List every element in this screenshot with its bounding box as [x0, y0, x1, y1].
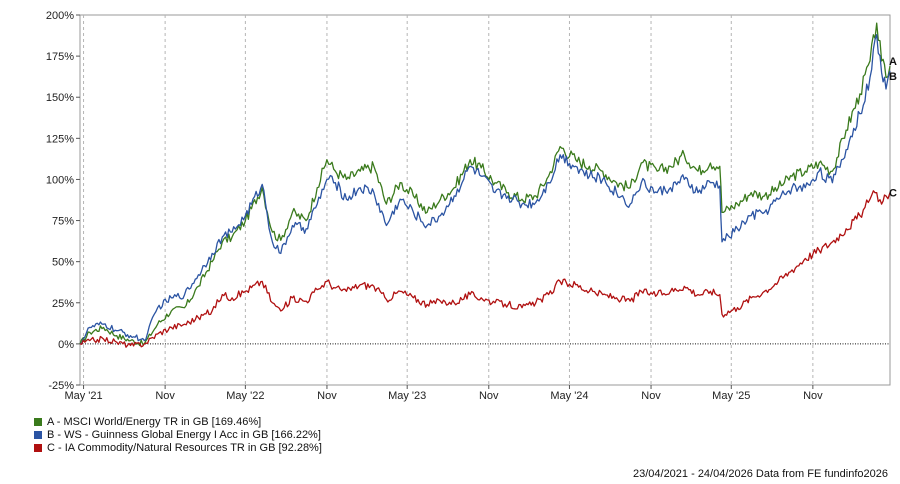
y-tick-label: 25% [52, 298, 74, 310]
legend-item-b[interactable]: B - WS - Guinness Global Energy I Acc in… [34, 428, 322, 441]
x-tick-label: Nov [803, 390, 823, 402]
legend-swatch-b [34, 430, 42, 439]
series-end-label-b: B [889, 71, 897, 83]
end-labels: AB C [889, 56, 897, 200]
series-lines [79, 22, 891, 348]
x-axis: May '21 Nov May '22 Nov May '23 Nov May '24 Nov… [64, 385, 823, 402]
y-axis: -25% 0% 25% 50% 75% 100% 125% 150% 175% 200% [46, 10, 80, 392]
y-tick-label: 75% [52, 216, 74, 228]
x-tick-label: Nov [155, 390, 175, 402]
y-tick-label: 200% [46, 10, 74, 22]
series-end-label-c: C [889, 188, 897, 200]
performance-chart: -25% 0% 25% 50% 75% 100% 125% 150% 175% 200% May … [46, 10, 897, 402]
y-tick-label: 50% [52, 257, 74, 269]
y-tick-label: -25% [48, 380, 74, 392]
x-tick-label: May '25 [712, 390, 750, 402]
x-tick-label: May '23 [388, 390, 426, 402]
legend-swatch-c [34, 443, 42, 452]
legend-label-c: C - IA Commodity/Natural Resources TR in… [47, 441, 322, 454]
legend-label-b: B - WS - Guinness Global Energy I Acc in… [47, 428, 321, 441]
series-end-label-a: A [889, 56, 897, 68]
y-tick-label: 150% [46, 92, 74, 104]
y-tick-label: 0% [58, 339, 74, 351]
x-tick-label: May '22 [226, 390, 264, 402]
x-tick-label: May '24 [550, 390, 588, 402]
series-line-a [79, 22, 891, 347]
vertical-grid [83, 15, 814, 385]
legend: A - MSCI World/Energy TR in GB [169.46%]… [34, 415, 322, 454]
plot-frame [79, 14, 891, 386]
x-tick-label: May '21 [64, 390, 102, 402]
y-tick-label: 125% [46, 133, 74, 145]
footer-source: 23/04/2021 - 24/04/2026 Data from FE fun… [632, 468, 888, 480]
legend-label-a: A - MSCI World/Energy TR in GB [169.46%] [47, 415, 262, 428]
legend-swatch-a [34, 417, 42, 426]
y-tick-label: 100% [46, 174, 74, 186]
series-line-b [79, 34, 891, 345]
x-tick-label: Nov [479, 390, 499, 402]
y-tick-label: 175% [46, 51, 74, 63]
x-tick-label: Nov [641, 390, 661, 402]
legend-item-c[interactable]: C - IA Commodity/Natural Resources TR in… [34, 441, 322, 454]
x-tick-label: Nov [317, 390, 337, 402]
legend-item-a[interactable]: A - MSCI World/Energy TR in GB [169.46%] [34, 415, 322, 428]
series-line-c [79, 190, 891, 348]
